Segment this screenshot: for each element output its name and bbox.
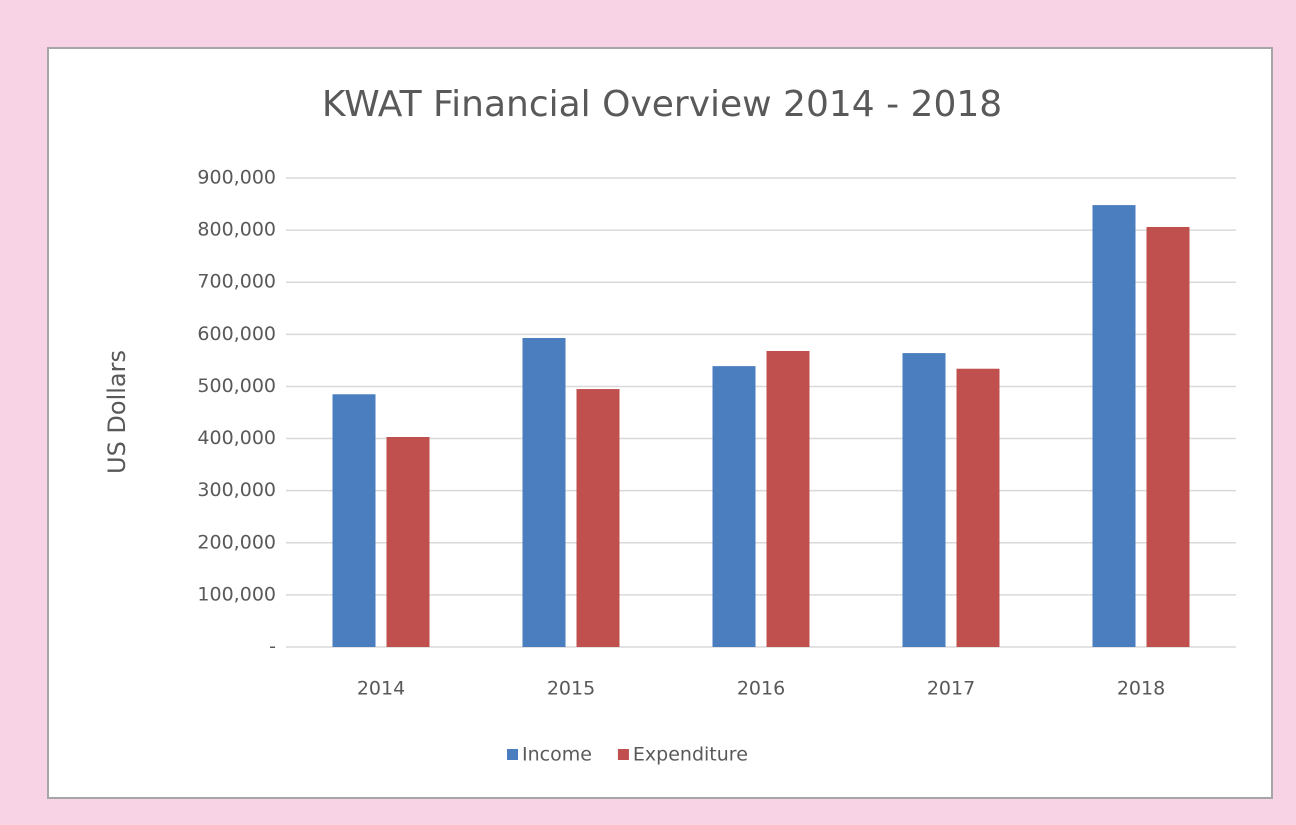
x-tick-label: 2018 (1117, 678, 1165, 700)
y-tick-label: - (269, 636, 276, 658)
bar (902, 353, 946, 647)
x-tick-label: 2017 (927, 678, 975, 700)
y-tick-label: 900,000 (197, 167, 276, 189)
bar (522, 337, 566, 647)
y-tick-label: 300,000 (197, 479, 276, 501)
bar (332, 394, 376, 647)
legend-swatch (507, 749, 518, 760)
y-tick-label: 100,000 (197, 583, 276, 605)
y-tick-label: 800,000 (197, 219, 276, 241)
y-tick-label: 700,000 (197, 271, 276, 293)
bar (766, 351, 810, 647)
y-tick-label: 600,000 (197, 323, 276, 345)
bar (1092, 205, 1136, 647)
y-tick-label: 200,000 (197, 531, 276, 553)
legend-label: Income (522, 744, 592, 766)
legend-label: Expenditure (633, 744, 748, 766)
chart-panel (47, 47, 1273, 799)
bar (386, 436, 430, 647)
y-tick-label: 400,000 (197, 427, 276, 449)
x-tick-label: 2015 (547, 678, 595, 700)
bar (576, 389, 620, 647)
x-tick-label: 2016 (737, 678, 785, 700)
y-axis-label: US Dollars (103, 350, 131, 474)
y-tick-label: 500,000 (197, 375, 276, 397)
bar (712, 366, 756, 647)
x-tick-label: 2014 (357, 678, 405, 700)
bar (956, 368, 1000, 647)
chart-title: KWAT Financial Overview 2014 - 2018 (322, 84, 1002, 125)
legend-swatch (617, 749, 629, 760)
bar (1146, 226, 1190, 648)
